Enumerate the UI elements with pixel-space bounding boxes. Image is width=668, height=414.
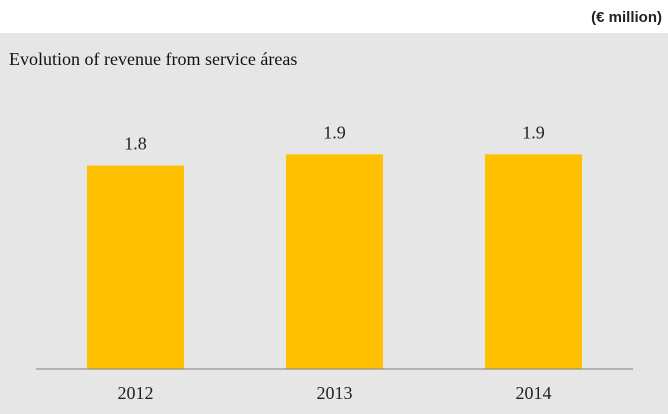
value-label-2013: 1.9: [323, 122, 346, 142]
chart-panel: Evolution of revenue from service áreas …: [0, 33, 668, 414]
x-tick-label-2012: 2012: [118, 383, 154, 403]
value-label-2014: 1.9: [522, 122, 545, 142]
bar-2014: [485, 154, 582, 369]
chart-title: Evolution of revenue from service áreas: [9, 49, 297, 69]
bars-layer: [87, 154, 582, 369]
unit-note: (€ million): [591, 9, 662, 26]
x-tick-label-2013: 2013: [317, 383, 353, 403]
x-tick-label-2014: 2014: [516, 383, 552, 403]
bar-2013: [286, 154, 383, 369]
labels-layer: 1.8 2012 1.9 2013 1.9 2014: [118, 122, 552, 403]
bar-2012: [87, 165, 184, 369]
bar-chart: Evolution of revenue from service áreas …: [9, 49, 633, 403]
value-label-2012: 1.8: [124, 134, 147, 154]
